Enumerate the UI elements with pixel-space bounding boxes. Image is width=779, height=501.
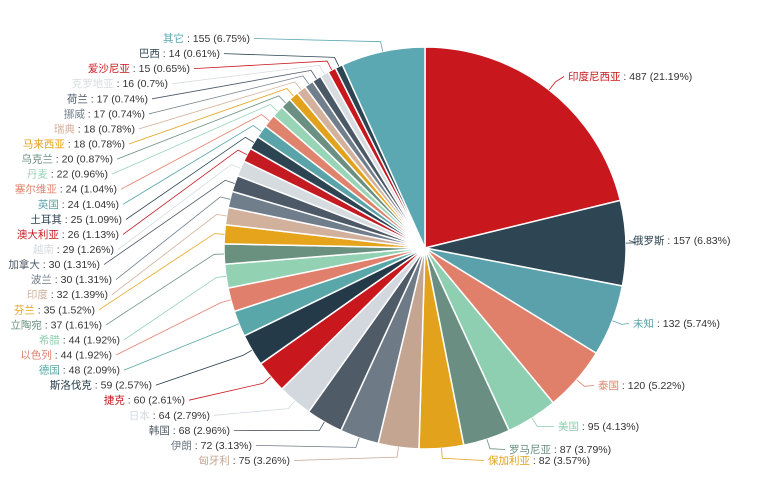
- label-leader-line: [213, 400, 296, 416]
- slice-label: 斯洛伐克 : 59 (2.57%): [50, 379, 152, 392]
- label-leader-line: [116, 95, 286, 160]
- label-leader-line: [111, 213, 227, 296]
- slice-label: 英国 : 24 (1.04%): [38, 198, 119, 211]
- label-leader-line: [223, 53, 340, 67]
- slice-label: 伊朗 : 72 (3.13%): [171, 440, 252, 452]
- label-leader-line: [115, 196, 231, 280]
- label-leader-line: [117, 163, 241, 250]
- label-leader-line: [293, 447, 399, 461]
- slice-label: 塞尔维亚 : 24 (1.04%): [15, 183, 117, 196]
- slice-label: 罗马尼亚 : 87 (3.79%): [509, 444, 611, 456]
- label-leader-line: [531, 417, 555, 428]
- slice-label: 以色列 : 44 (1.92%): [20, 349, 112, 362]
- slice-label: 泰国 : 120 (5.22%): [598, 379, 685, 392]
- label-leader-line: [253, 38, 384, 52]
- slice-label: 捷克 : 60 (2.61%): [104, 394, 185, 407]
- slice-label: 韩国 : 68 (2.96%): [149, 424, 230, 437]
- label-leader-line: [155, 349, 253, 386]
- label-leader-line: [128, 88, 294, 145]
- slice-label: 日本 : 64 (2.79%): [129, 409, 210, 422]
- label-leader-line: [125, 136, 255, 220]
- slice-label: 印度尼西亚 : 487 (21.19%): [568, 70, 692, 83]
- slice-label: 俄罗斯 : 157 (6.83%): [633, 234, 730, 247]
- label-leader-line: [148, 75, 310, 115]
- label-leader-line: [193, 60, 333, 71]
- label-leader-line: [138, 81, 302, 130]
- slice-label: 克罗地亚 : 16 (0.7%): [72, 77, 168, 90]
- slice-label: 波兰 : 30 (1.31%): [31, 273, 112, 286]
- label-leader-line: [151, 69, 317, 100]
- label-leader-line: [111, 104, 278, 175]
- label-leader-line: [123, 323, 240, 371]
- label-leader-line: [122, 125, 262, 205]
- label-leader-line: [105, 253, 225, 326]
- slice-label: 未知 : 132 (5.74%): [633, 317, 720, 330]
- slice-label: 芬兰 : 35 (1.52%): [14, 303, 95, 316]
- label-leader-line: [576, 379, 595, 387]
- slice-label: 其它 : 155 (6.75%): [163, 32, 250, 45]
- label-leader-line: [103, 179, 235, 265]
- label-leader-line: [171, 64, 325, 85]
- slice-label: 希腊 : 44 (1.92%): [39, 333, 120, 346]
- label-leader-line: [233, 421, 325, 432]
- slice-label: 土耳其 : 25 (1.09%): [30, 213, 122, 226]
- label-leader-line: [188, 376, 271, 401]
- pie-slice: [424, 46, 622, 249]
- label-leader-line: [625, 240, 637, 244]
- slice-label: 瑞典 : 18 (0.78%): [54, 122, 135, 135]
- slice-label: 匈牙利 : 75 (3.26%): [198, 454, 290, 467]
- label-leader-line: [120, 114, 270, 190]
- label-leader-line: [486, 439, 506, 450]
- slice-label: 爱沙尼亚 : 15 (0.65%): [88, 62, 190, 75]
- label-leader-line: [115, 299, 231, 356]
- label-leader-line: [441, 448, 485, 461]
- slice-label: 立陶宛 : 37 (1.61%): [10, 318, 102, 331]
- slice-label: 澳大利亚 : 26 (1.13%): [17, 228, 119, 241]
- slice-label: 丹麦 : 22 (0.96%): [27, 169, 108, 181]
- slice-label: 越南 : 29 (1.26%): [33, 243, 114, 256]
- slice-label: 荷兰 : 17 (0.74%): [67, 92, 148, 105]
- pie-slices: [223, 46, 627, 450]
- slice-label: 巴西 : 14 (0.61%): [139, 48, 220, 60]
- slice-label: 挪威 : 17 (0.74%): [64, 107, 145, 120]
- label-leader-line: [98, 233, 225, 311]
- slice-label: 马来西亚 : 18 (0.78%): [23, 139, 125, 151]
- label-leader-line: [612, 320, 630, 325]
- label-leader-line: [122, 149, 248, 235]
- label-leader-line: [255, 437, 360, 448]
- slice-label: 乌克兰 : 20 (0.87%): [21, 153, 113, 166]
- slice-label: 保加利亚 : 82 (3.57%): [488, 454, 590, 467]
- slice-labels: 印度尼西亚 : 487 (21.19%) 俄罗斯 : 157 (6.83%) 未知 …: [8, 32, 730, 467]
- label-leader-lines: [98, 38, 637, 461]
- label-leader-line: [548, 76, 565, 91]
- slice-label: 加拿大 : 30 (1.31%): [8, 258, 100, 271]
- slice-label: 美国 : 95 (4.13%): [558, 420, 639, 433]
- slice-label: 德国 : 48 (2.09%): [39, 364, 120, 377]
- label-leader-line: [123, 275, 227, 341]
- slice-label: 印度 : 32 (1.39%): [27, 288, 108, 301]
